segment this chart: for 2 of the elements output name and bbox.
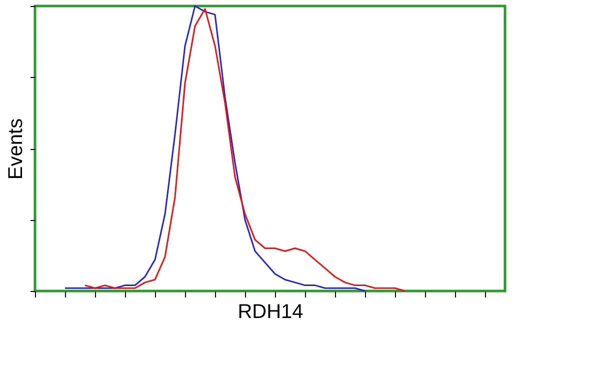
y-axis-title: Events: [5, 118, 27, 180]
x-axis-title: RDH14: [238, 301, 304, 323]
